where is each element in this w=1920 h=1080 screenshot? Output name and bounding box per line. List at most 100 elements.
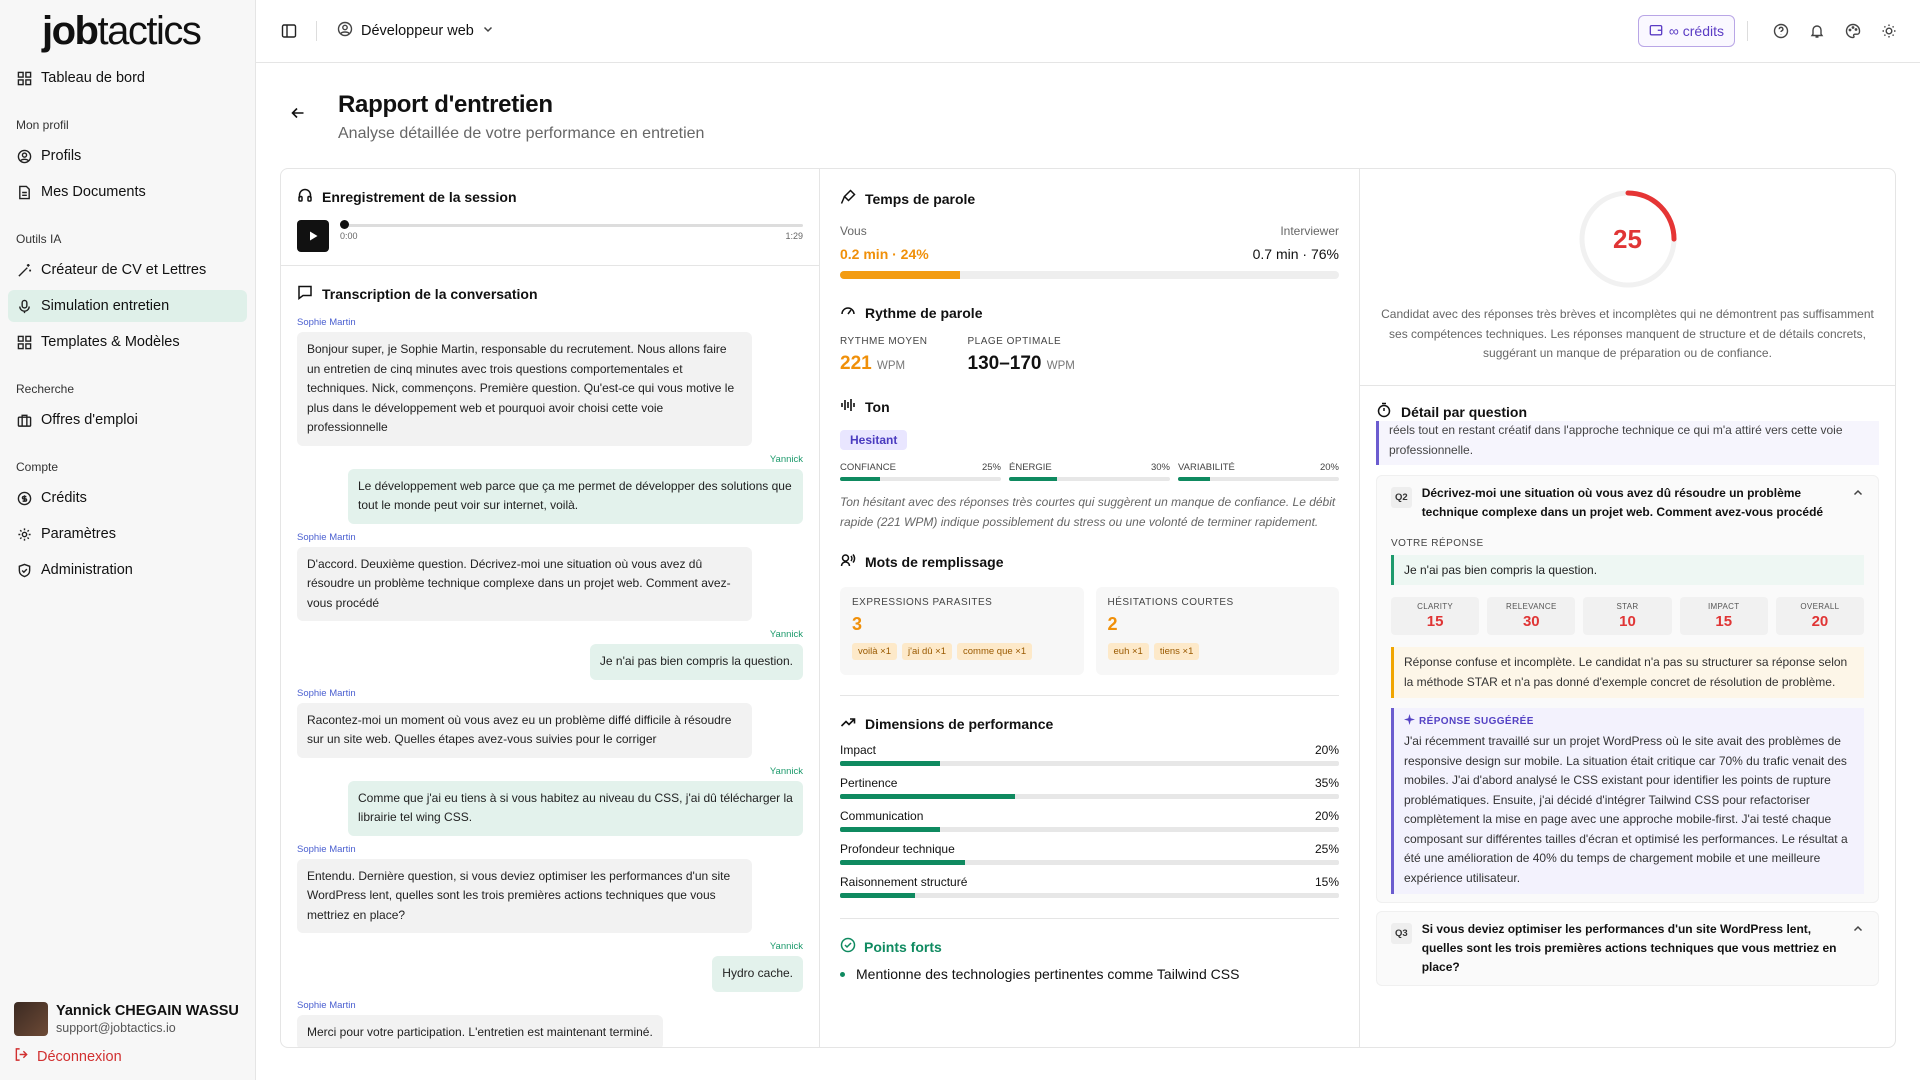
section-title: Mon profil: [16, 118, 69, 132]
session-column: Enregistrement de la session 0:00 1:29 Tr…: [281, 169, 820, 1047]
you-label: Vous: [840, 224, 867, 238]
message-speaker: Sophie Martin: [297, 531, 356, 543]
sidebar-item-templates[interactable]: Templates & Modèles: [8, 326, 247, 358]
dimension-row: Communication 20%: [840, 809, 1339, 832]
tone-badge: Hesitant: [840, 430, 908, 450]
message: Sophie Martin Entendu. Dernière question,…: [297, 844, 803, 933]
sidebar-item-interview-sim[interactable]: Simulation entretien: [8, 290, 247, 322]
message: Sophie Martin Bonjour super, je Sophie Ma…: [297, 317, 803, 446]
user-circle-icon: [337, 21, 353, 41]
help-button[interactable]: [1766, 16, 1796, 46]
duration: 1:29: [785, 231, 803, 241]
suggested-answer: RÉPONSE SUGGÉRÉE J'ai récemment travaill…: [1391, 708, 1864, 894]
sidebar-toggle-icon[interactable]: [274, 16, 304, 46]
document-icon: [16, 184, 32, 200]
score-value: 25: [1613, 223, 1642, 254]
notifications-button[interactable]: [1802, 16, 1832, 46]
score-column: 25 Candidat avec des réponses très brève…: [1360, 169, 1895, 1047]
unit: WPM: [876, 360, 906, 372]
topbar: Développeur web ∞ crédits: [256, 0, 1920, 63]
back-arrow-icon[interactable]: [290, 105, 314, 126]
gauge-icon: [840, 303, 856, 322]
recording-title: Enregistrement de la session: [322, 188, 517, 205]
strengths-title: Points forts: [864, 938, 942, 955]
sidebar-item-label: Créateur de CV et Lettres: [41, 262, 207, 278]
chevron-up-icon[interactable]: [1852, 922, 1864, 941]
theme-palette-button[interactable]: [1838, 16, 1868, 46]
sidebar-item-label: Simulation entretien: [41, 298, 170, 314]
sidebar-item-documents[interactable]: Mes Documents: [8, 176, 247, 208]
user-circle-icon: [16, 148, 32, 164]
message-text: Hydro cache.: [712, 956, 803, 992]
message-speaker: Yannick: [769, 629, 803, 640]
sun-icon: [1882, 24, 1896, 38]
sidebar-item-label: Crédits: [41, 490, 87, 506]
tone-metric: CONFIANCE 25%: [840, 462, 1001, 481]
detail-title: Détail par question: [1401, 403, 1528, 420]
message: Sophie Martin Racontez-moi un moment où v…: [297, 688, 803, 758]
message-speaker: Sophie Martin: [297, 687, 356, 699]
chevron-up-icon[interactable]: [1852, 486, 1864, 505]
logo[interactable]: job tactics: [42, 8, 202, 53]
message-text: Je n'ai pas bien compris la question.: [589, 644, 803, 680]
gear-icon: [16, 526, 32, 542]
credits-label: ∞ crédits: [1668, 23, 1724, 39]
credits-button[interactable]: ∞ crédits: [1637, 15, 1735, 47]
mic-icon: [840, 189, 856, 208]
interviewer-value: 0.7 min · 76%: [1252, 246, 1339, 262]
question-number: Q3: [1391, 923, 1412, 944]
answer-text: Je n'ai pas bien compris la question.: [1391, 555, 1864, 585]
score-metric: STAR 10: [1583, 597, 1672, 635]
sidebar-item-admin[interactable]: Administration: [8, 554, 247, 586]
report-panel: Enregistrement de la session 0:00 1:29 Tr…: [280, 168, 1896, 1048]
briefcase-icon: [16, 412, 32, 428]
answer-label: VOTRE RÉPONSE: [1391, 538, 1484, 549]
analysis-column: Temps de parole Vous Interviewer 0.2 min …: [820, 169, 1360, 1047]
message-text: Comme que j'ai eu tiens à si vous habite…: [348, 780, 803, 836]
sidebar-item-dashboard[interactable]: Tableau de bord: [8, 62, 247, 94]
light-mode-button[interactable]: [1874, 16, 1904, 46]
rhythm-title: Rythme de parole: [865, 304, 983, 321]
sidebar-item-credits[interactable]: Crédits: [8, 482, 247, 514]
question-text: Si vous deviez optimiser les performance…: [1421, 922, 1837, 974]
audio-scrubber[interactable]: 0:00 1:29: [340, 220, 803, 250]
palette-icon: [1845, 23, 1861, 39]
filler-chip: tiens ×1: [1153, 643, 1200, 660]
optimal-range-value: 130–170: [967, 353, 1042, 374]
talk-time-title: Temps de parole: [865, 190, 976, 207]
message: Yannick Comme que j'ai eu tiens à si vous…: [297, 766, 803, 836]
page-subtitle: Analyse détaillée de votre performance e…: [338, 125, 705, 142]
sidebar-item-profiles[interactable]: Profils: [8, 140, 247, 172]
message-speaker: Sophie Martin: [297, 999, 356, 1011]
user-card[interactable]: Yannick CHEGAIN WASSU support@jobtactics…: [14, 1002, 239, 1036]
sidebar-item-cv-creator[interactable]: Créateur de CV et Lettres: [8, 254, 247, 286]
question-header[interactable]: Q2 Décrivez-moi une situation où vous av…: [1391, 484, 1864, 522]
message: Sophie Martin Merci pour votre participat…: [297, 999, 803, 1047]
play-icon: [310, 231, 318, 241]
scrubber-handle[interactable]: [340, 220, 349, 229]
unit: WPM: [1046, 360, 1075, 372]
chat-icon: [297, 284, 313, 303]
filler-chip: voilà ×1: [852, 643, 898, 660]
logout-button[interactable]: Déconnexion: [14, 1047, 122, 1066]
grid-icon: [16, 334, 32, 350]
tone-title: Ton: [865, 398, 890, 415]
sidebar-item-jobs[interactable]: Offres d'emploi: [8, 404, 247, 436]
shield-icon: [16, 562, 32, 578]
score-metric: IMPACT 15: [1679, 597, 1768, 635]
message-text: Le développement web parce que ça me per…: [348, 468, 803, 524]
message: Yannick Le développement web parce que ça…: [297, 454, 803, 524]
avg-rhythm-value: 221: [840, 353, 872, 374]
sidebar-item-settings[interactable]: Paramètres: [8, 518, 247, 550]
question-number: Q2: [1391, 487, 1412, 508]
filler-chip: euh ×1: [1107, 643, 1149, 660]
user-name: Yannick CHEGAIN WASSU: [56, 1003, 239, 1019]
question-header[interactable]: Q3 Si vous deviez optimiser les performa…: [1391, 920, 1864, 977]
logout-label: Déconnexion: [37, 1048, 122, 1065]
profile-selector[interactable]: Développeur web: [337, 21, 494, 41]
transcript-messages: Sophie Martin Bonjour super, je Sophie Ma…: [297, 317, 803, 1047]
play-button[interactable]: [297, 220, 329, 252]
score-metric: RELEVANCE 30: [1487, 597, 1576, 635]
talk-time-bar: [840, 271, 1339, 279]
message: Yannick Hydro cache.: [297, 941, 803, 992]
